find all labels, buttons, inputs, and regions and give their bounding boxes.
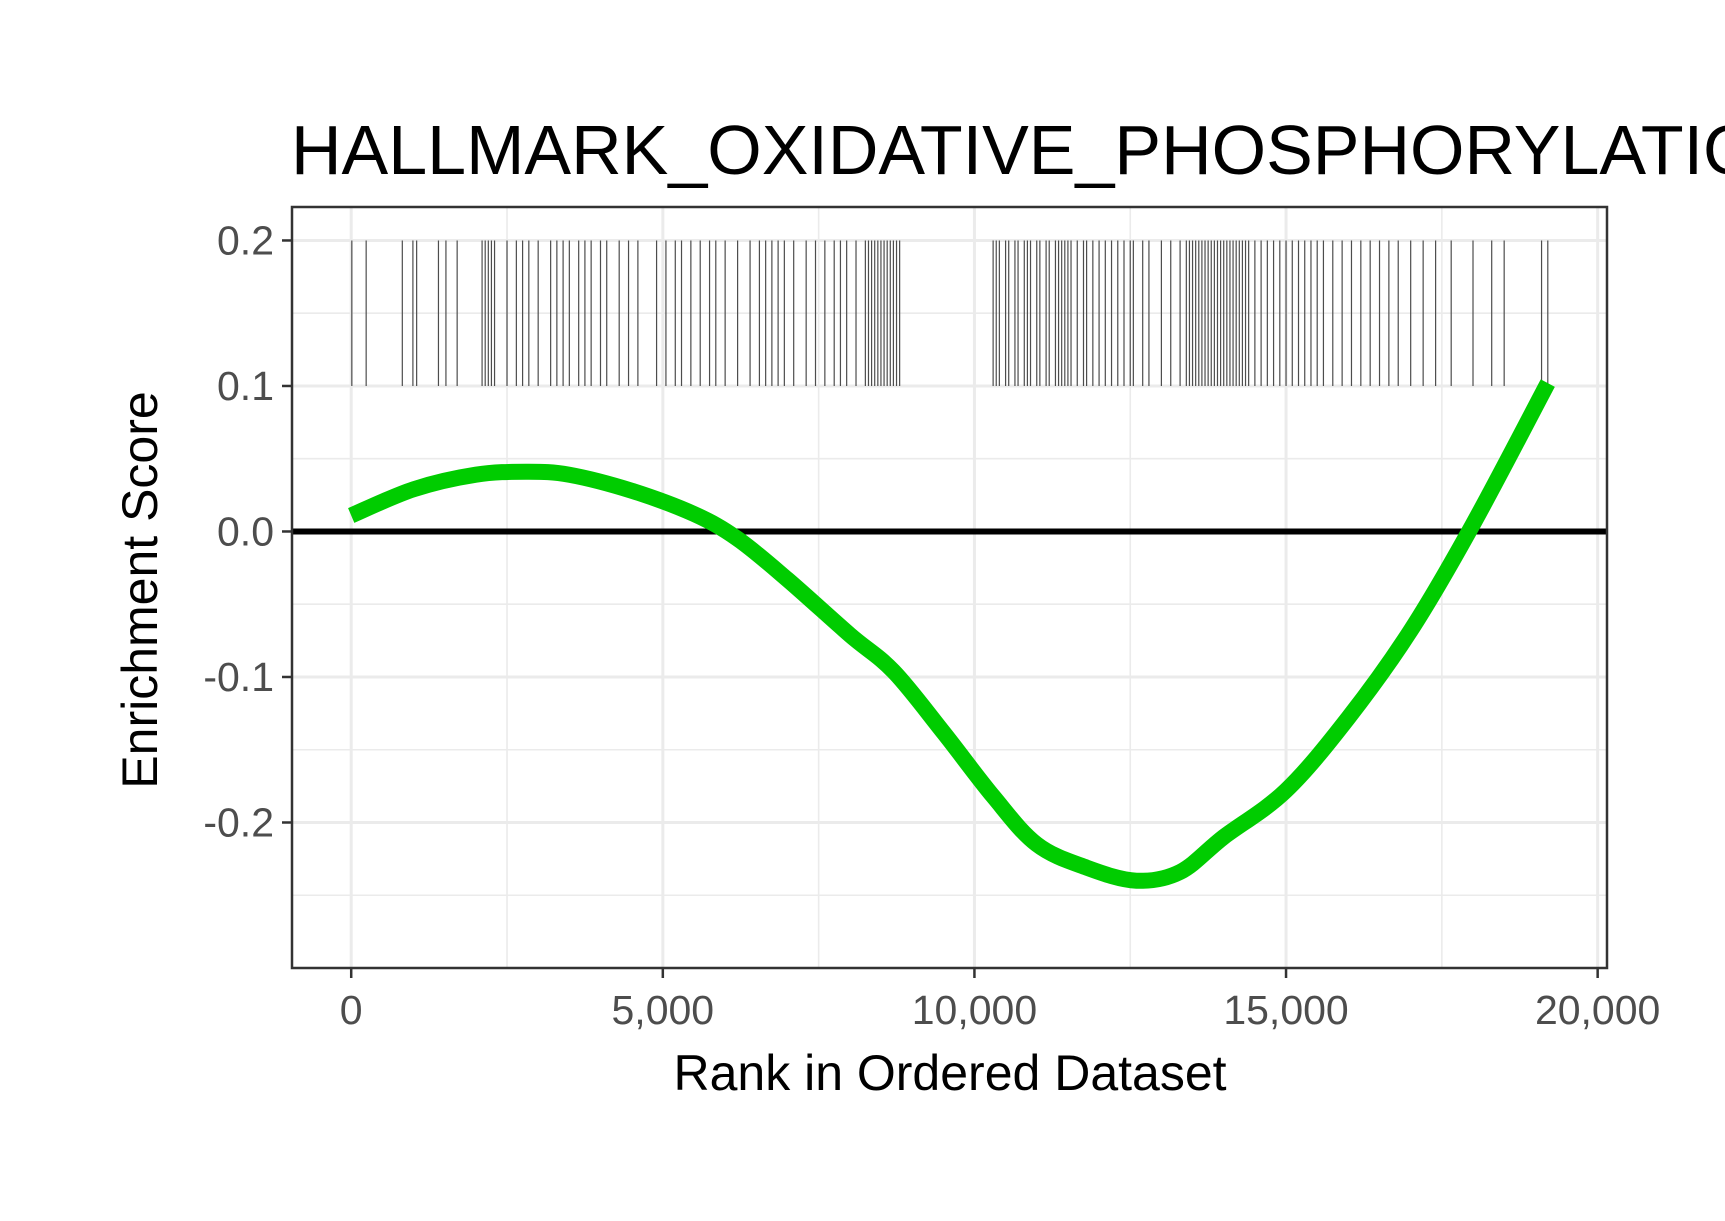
panel-border-layer (290, 205, 1609, 970)
y-axis-title: Enrichment Score (112, 391, 168, 788)
x-tick-label: 20,000 (1535, 987, 1660, 1033)
gene-hit-marks (351, 240, 1549, 386)
x-tick-label: 15,000 (1223, 987, 1348, 1033)
y-axis-ticks: -0.2 -0.1 0.0 0.1 0.2 (203, 217, 292, 845)
x-axis-ticks: 0 5,000 10,000 15,000 20,000 (340, 968, 1660, 1033)
y-tick-label: 0.1 (217, 363, 274, 409)
chart-title: HALLMARK_OXIDATIVE_PHOSPHORYLATION (291, 111, 1725, 189)
grid-minor (292, 207, 1607, 968)
y-tick-label: -0.2 (203, 799, 274, 845)
x-axis-title: Rank in Ordered Dataset (673, 1045, 1226, 1101)
panel-border (290, 205, 1609, 970)
y-tick-label: -0.1 (203, 654, 274, 700)
y-tick-label: 0.2 (217, 217, 274, 263)
x-tick-label: 10,000 (912, 987, 1037, 1033)
curve-layer (348, 379, 1555, 889)
enrichment-score-line (348, 379, 1555, 889)
grid-major (292, 207, 1607, 968)
x-tick-label: 0 (340, 987, 363, 1033)
y-tick-label: 0.0 (217, 508, 274, 554)
x-tick-label: 5,000 (612, 987, 715, 1033)
